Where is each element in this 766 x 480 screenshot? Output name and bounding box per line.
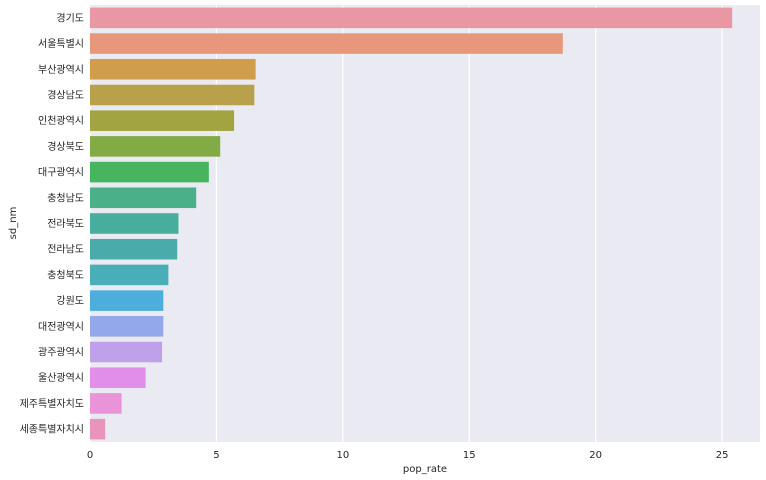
bar-10 xyxy=(90,238,178,260)
bar-5 xyxy=(90,110,235,131)
y-tick-label: 제주특별자치도 xyxy=(20,398,84,410)
y-tick-label: 부산광역시 xyxy=(38,64,84,76)
y-tick-labels: 경기도서울특별시부산광역시경상남도인천광역시경상북도대구광역시충청남도전라북도전… xyxy=(20,11,84,435)
y-tick-label: 세종특별자치시 xyxy=(20,424,84,436)
x-tick-labels: 0 5 10 15 20 25 xyxy=(87,450,729,461)
x-tick-label: 20 xyxy=(589,450,602,461)
bar-13 xyxy=(90,316,164,337)
bar-8 xyxy=(90,187,197,209)
bar-6 xyxy=(90,136,221,157)
bar-4 xyxy=(90,84,255,106)
bar-2 xyxy=(90,33,563,54)
y-tick-label: 인천광역시 xyxy=(38,115,84,127)
bar-9 xyxy=(90,213,179,234)
bar-3 xyxy=(90,58,256,80)
y-tick-label: 경상북도 xyxy=(47,140,84,153)
y-tick-label: 대전광역시 xyxy=(38,321,84,333)
y-axis-title: sd_nm xyxy=(8,207,19,240)
x-tick-label: 0 xyxy=(87,450,93,461)
y-tick-label: 경기도 xyxy=(56,11,84,24)
x-tick-label: 5 xyxy=(213,450,219,461)
y-tick-label: 울산광역시 xyxy=(38,372,84,384)
y-tick-label: 대구광역시 xyxy=(38,167,84,179)
bar-16 xyxy=(90,393,122,414)
x-tick-label: 15 xyxy=(463,450,476,461)
bar-12 xyxy=(90,290,164,311)
bars xyxy=(90,7,733,440)
bar-11 xyxy=(90,264,169,286)
bar-15 xyxy=(90,367,146,389)
y-tick-label: 강원도 xyxy=(56,295,84,307)
y-tick-label: 경상남도 xyxy=(47,88,84,101)
x-tick-label: 10 xyxy=(336,450,349,461)
bar-7 xyxy=(90,161,209,183)
y-tick-label: 서울특별시 xyxy=(38,38,84,50)
y-tick-label: 전라남도 xyxy=(47,244,84,256)
x-tick-label: 25 xyxy=(716,450,729,461)
y-tick-label: 충청남도 xyxy=(47,192,84,204)
y-tick-label: 전라북도 xyxy=(47,218,84,230)
bar-14 xyxy=(90,341,163,363)
x-axis-title: pop_rate xyxy=(403,464,447,475)
y-tick-label: 충청북도 xyxy=(47,269,84,281)
bar-1 xyxy=(90,7,733,29)
bar-17 xyxy=(90,418,106,440)
y-tick-label: 광주광역시 xyxy=(38,347,84,359)
